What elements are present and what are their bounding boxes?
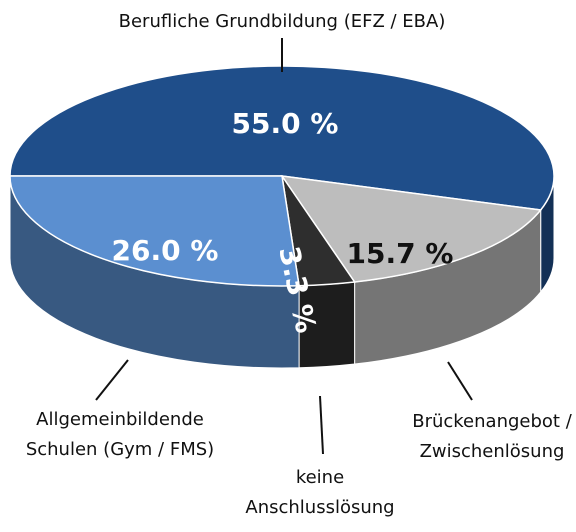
category-label: Allgemeinbildende — [36, 409, 204, 430]
pie-slice — [9, 65, 555, 211]
leader-line — [95, 359, 129, 401]
leader-line — [447, 361, 473, 401]
value-label: 26.0 % — [112, 234, 219, 267]
category-label: Schulen (Gym / FMS) — [26, 439, 214, 460]
category-label: Zwischenlösung — [420, 441, 565, 462]
pie-slice — [9, 175, 300, 287]
leader-line — [319, 395, 324, 455]
category-label: Anschlusslösung — [245, 497, 394, 518]
category-label: keine — [296, 467, 344, 488]
category-label: Berufliche Grundbildung (EFZ / EBA) — [119, 11, 446, 32]
value-label: 15.7 % — [347, 237, 454, 270]
value-label: 55.0 % — [232, 107, 339, 140]
category-label: Brückenangebot / — [412, 411, 572, 432]
pie-slice — [280, 175, 543, 283]
